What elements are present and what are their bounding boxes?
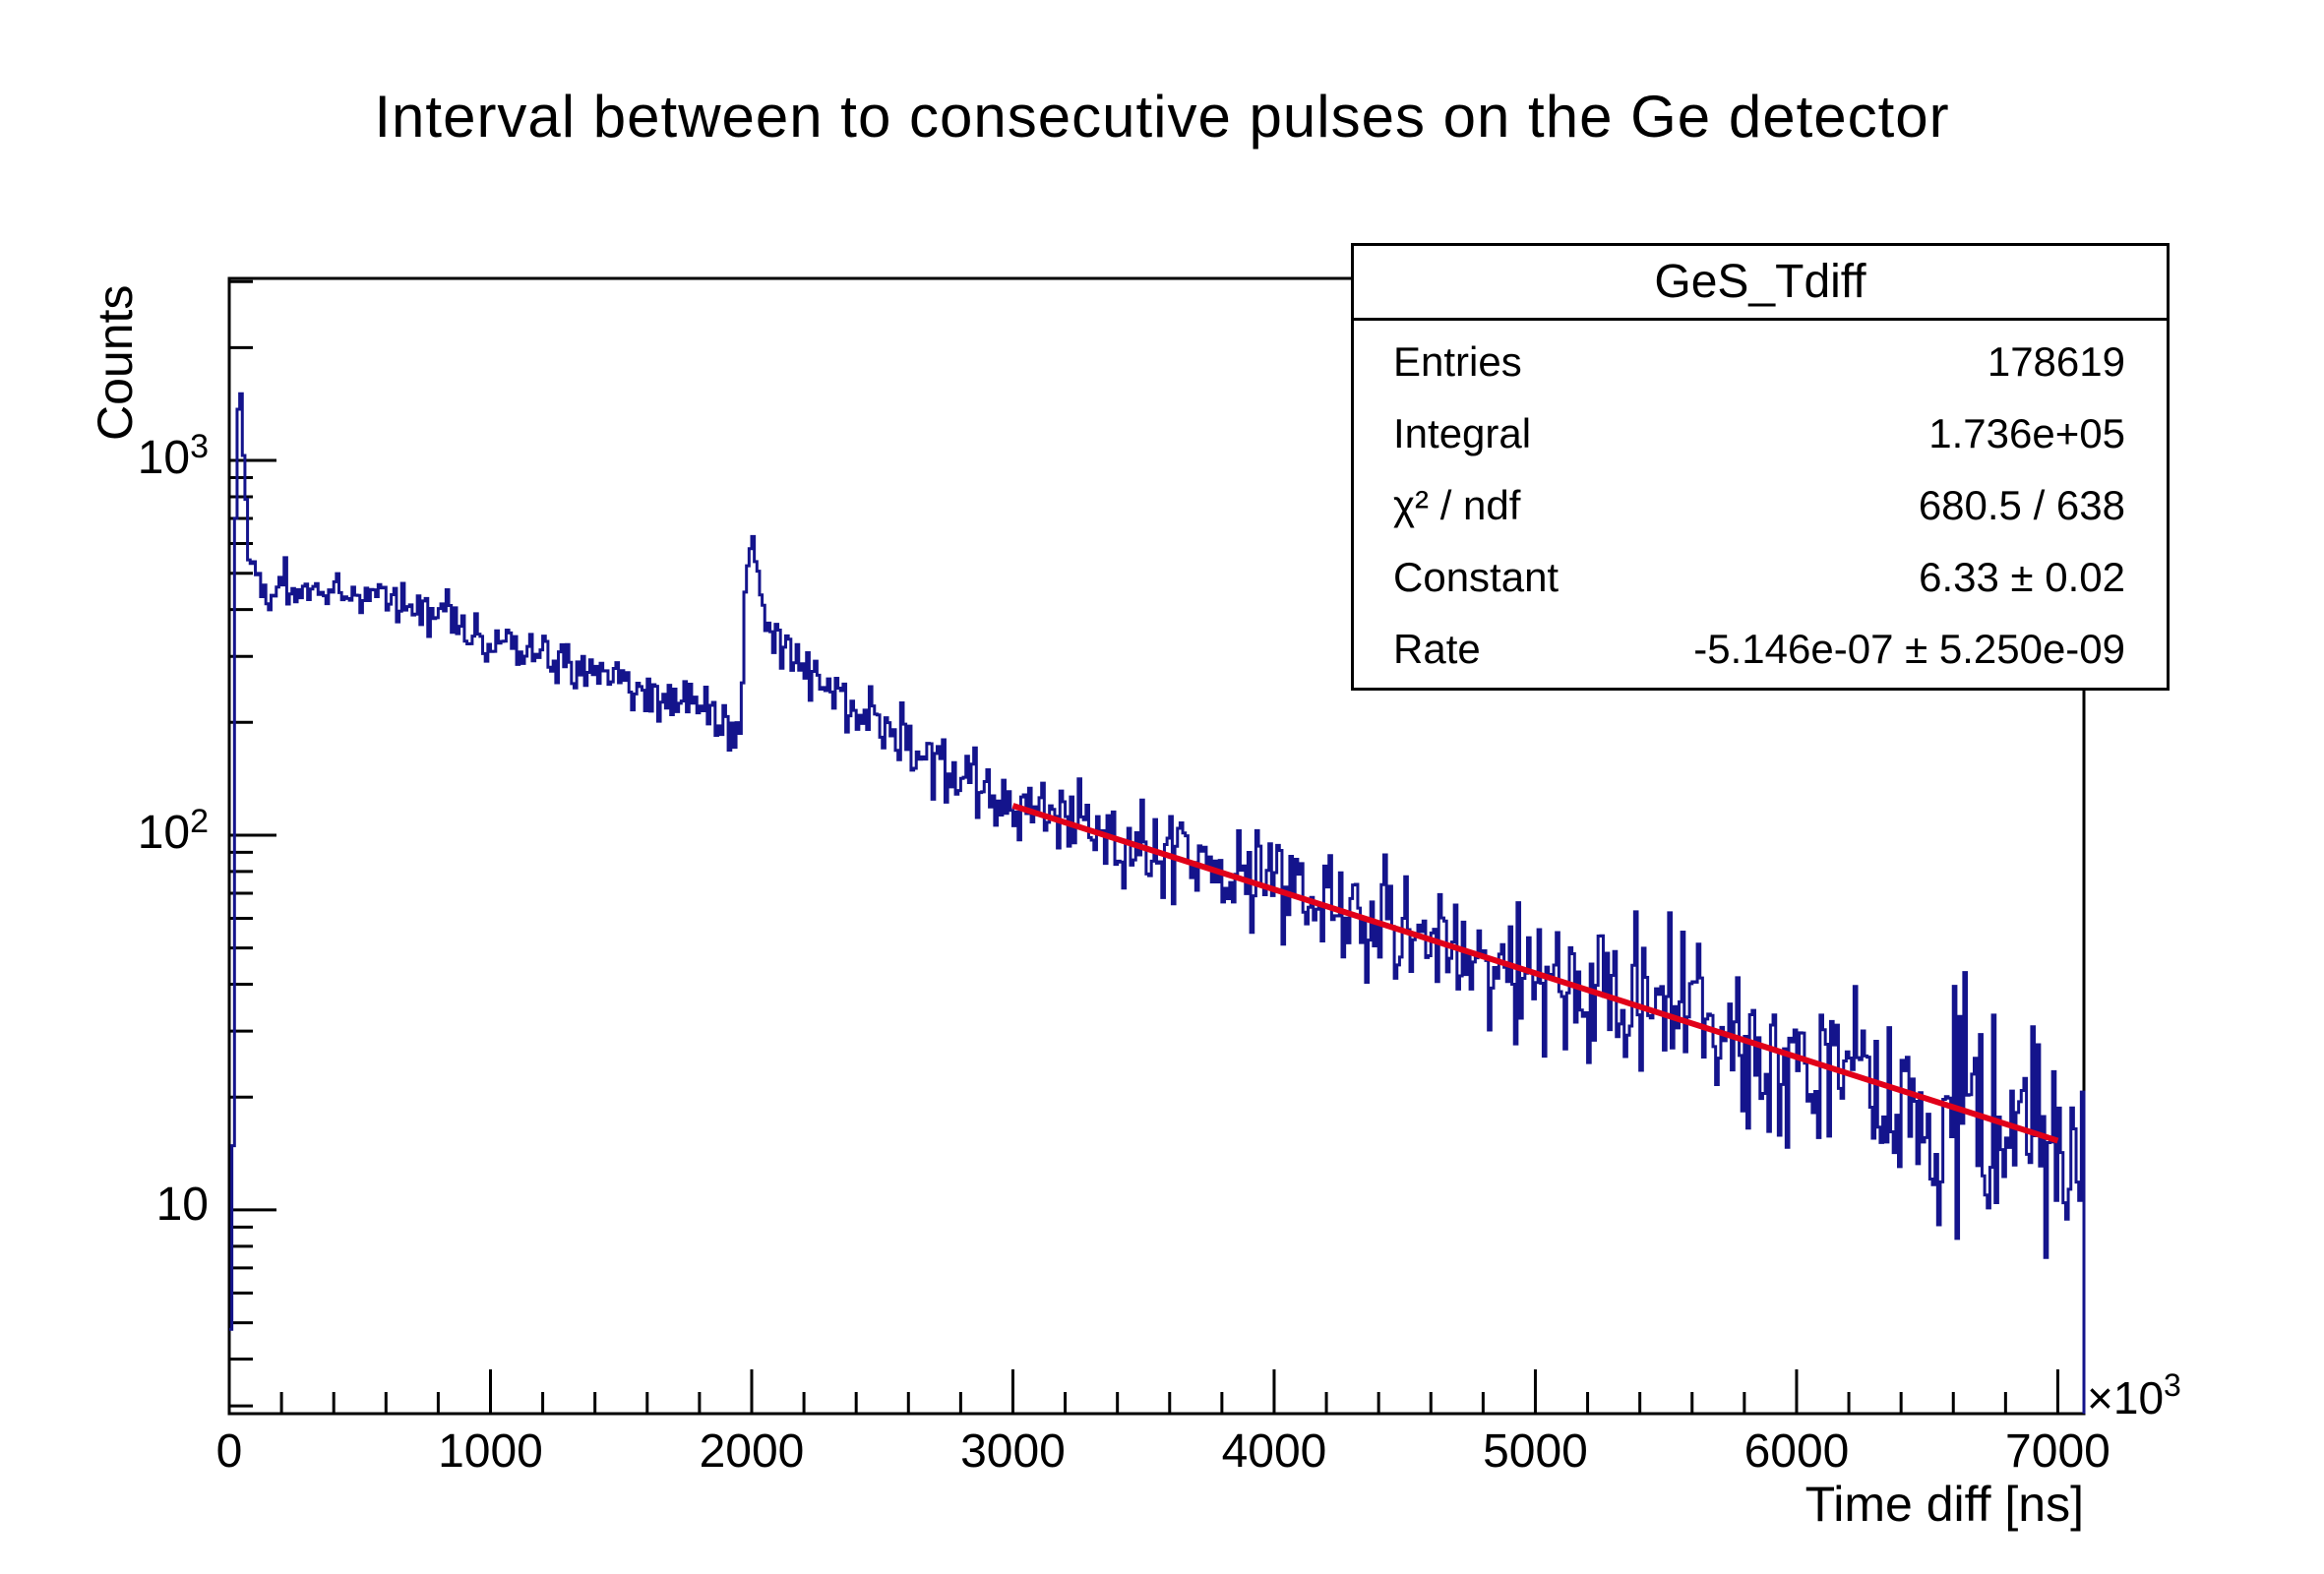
stats-row: χ² / ndf 680.5 / 638 xyxy=(1354,482,2167,529)
y-axis-title: Counts xyxy=(88,284,143,441)
stats-row-label: Constant xyxy=(1393,553,1560,600)
y-tick-label: 10 xyxy=(61,1178,209,1232)
x-tick-label: 4000 xyxy=(1221,1425,1327,1478)
stats-row-label: Rate xyxy=(1393,625,1481,672)
chart-title: Interval between to consecutive pulses o… xyxy=(374,84,1950,150)
stats-box[interactable]: GeS_Tdiff Entries 178619 Integral 1.736e+05… xyxy=(1351,243,2170,691)
stats-row-label: Integral xyxy=(1393,410,1532,457)
y-tick-label: 103 xyxy=(61,428,209,485)
y-tick-label-base: 10 xyxy=(155,1178,209,1231)
stats-row-value: 178619 xyxy=(1987,338,2125,386)
x-axis-multiplier: ×103 xyxy=(2087,1367,2181,1424)
y-tick-label-base: 10 xyxy=(137,806,191,859)
stats-row: Integral 1.736e+05 xyxy=(1354,410,2167,457)
stats-row: Constant 6.33 ± 0.02 xyxy=(1354,554,2167,601)
x-tick-label: 7000 xyxy=(2005,1425,2110,1478)
stats-row-label: Entries xyxy=(1393,338,1522,386)
y-tick-label-exponent: 2 xyxy=(190,802,209,840)
histogram-line xyxy=(229,392,2086,1414)
stats-row-value: -5.146e-07 ± 5.250e-09 xyxy=(1693,625,2125,672)
y-tick-label-exponent: 3 xyxy=(190,428,209,466)
stats-row: Rate -5.146e-07 ± 5.250e-09 xyxy=(1354,626,2167,673)
x-axis-multiplier-exponent: 3 xyxy=(2164,1367,2181,1403)
stats-box-rows: Entries 178619 Integral 1.736e+05 χ² / ndf 68… xyxy=(1354,321,2167,691)
stats-box-title: GeS_Tdiff xyxy=(1354,246,2167,321)
y-tick-label: 102 xyxy=(61,803,209,860)
stats-row-value: 1.736e+05 xyxy=(1928,410,2125,457)
x-tick-label: 6000 xyxy=(1743,1425,1850,1478)
stats-row-value: 6.33 ± 0.02 xyxy=(1919,553,2125,600)
x-axis-title: Time diff [ns] xyxy=(1804,1477,2084,1532)
x-tick-label: 2000 xyxy=(699,1425,805,1478)
stats-row-label: χ² / ndf xyxy=(1393,481,1521,528)
x-axis-multiplier-base: ×10 xyxy=(2087,1372,2165,1423)
stats-row-value: 680.5 / 638 xyxy=(1918,481,2125,528)
stats-row: Entries 178619 xyxy=(1354,338,2167,386)
x-tick-label: 1000 xyxy=(438,1425,543,1478)
x-tick-label: 0 xyxy=(215,1425,243,1478)
plot-frame xyxy=(227,276,2086,1416)
y-tick-label-base: 10 xyxy=(137,432,191,485)
x-tick-label: 5000 xyxy=(1483,1425,1588,1478)
x-tick-label: 3000 xyxy=(960,1425,1066,1478)
fit-line xyxy=(1011,803,2059,1144)
